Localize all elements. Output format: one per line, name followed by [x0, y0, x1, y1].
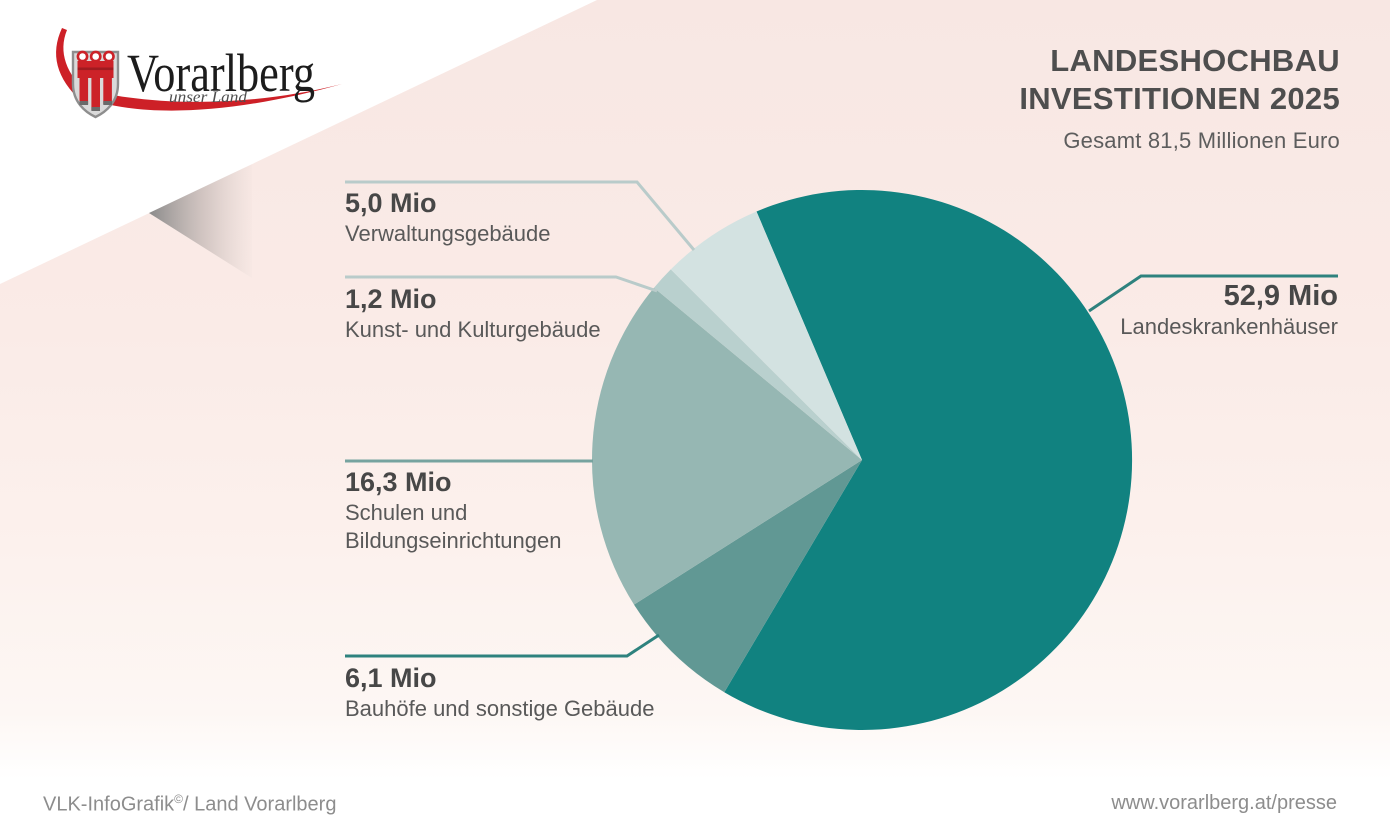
callout-line-landeskrankenhaeuser	[1088, 274, 1338, 313]
pie-slice-1	[634, 460, 862, 693]
pie-slice-3	[654, 269, 862, 460]
footer-credit: VLK-InfoGrafik©/ Land Vorarlberg	[43, 792, 336, 817]
page-title-line2: INVESTITIONEN 2025	[1019, 81, 1340, 116]
page-subtitle: Gesamt 81,5 Millionen Euro	[1063, 128, 1340, 153]
callout-line-kunst-kulturgebaeude	[345, 275, 658, 293]
corner-decoration	[0, 0, 597, 284]
callout-value: 52,9 Mio	[1223, 280, 1338, 312]
callout-label: Schulen und Bildungseinrichtungen	[345, 500, 562, 553]
callout-bauhoefe: 6,1 Mio Bauhöfe und sonstige Gebäude	[345, 662, 654, 723]
callout-lines	[345, 180, 1338, 658]
footer-url: www.vorarlberg.at/presse	[1111, 792, 1337, 814]
callout-value: 5,0 Mio	[345, 188, 437, 218]
logo-shield	[71, 50, 120, 119]
callout-kunst-kulturgebaeude: 1,2 Mio Kunst- und Kulturgebäude	[345, 283, 601, 344]
callout-line-bauhoefe	[345, 633, 660, 658]
page-title-line1: LANDESHOCHBAU	[1050, 43, 1340, 78]
footer-credit-text: VLK-InfoGrafik	[43, 793, 175, 816]
fold-arrow-icon	[149, 164, 252, 278]
callout-label: Landeskrankenhäuser	[1120, 314, 1338, 339]
vorarlberg-logo: Vorarlberg unser Land	[56, 28, 342, 119]
callout-value: 16,3 Mio	[345, 467, 452, 497]
callout-verwaltungsgebaeude: 5,0 Mio Verwaltungsgebäude	[345, 187, 551, 248]
logo-tagline: unser Land	[169, 89, 248, 106]
logo-swoosh-underline	[80, 84, 342, 111]
pie-slice-2	[591, 287, 862, 605]
callout-value: 6,1 Mio	[345, 663, 437, 693]
pie-slices-group	[591, 190, 1133, 731]
callout-schulen: 16,3 Mio Schulen und Bildungseinrichtung…	[345, 466, 597, 555]
logo-wordmark: Vorarlberg	[127, 43, 315, 103]
callout-line-verwaltungsgebaeude	[345, 180, 696, 251]
callout-label: Bauhöfe und sonstige Gebäude	[345, 696, 655, 721]
page-title: LANDESHOCHBAU INVESTITIONEN 2025	[1019, 42, 1340, 118]
footer-credit-copyright: ©	[174, 792, 184, 806]
callout-landeskrankenhaeuser: 52,9 Mio Landeskrankenhäuser	[1120, 280, 1338, 341]
callout-label: Kunst- und Kulturgebäude	[345, 317, 601, 342]
pie-slice-0	[724, 190, 1133, 731]
callout-value: 1,2 Mio	[345, 284, 437, 314]
footer-credit-text2: / Land Vorarlberg	[183, 793, 337, 816]
callout-label: Verwaltungsgebäude	[345, 221, 551, 246]
pie-slice-4	[670, 211, 862, 460]
